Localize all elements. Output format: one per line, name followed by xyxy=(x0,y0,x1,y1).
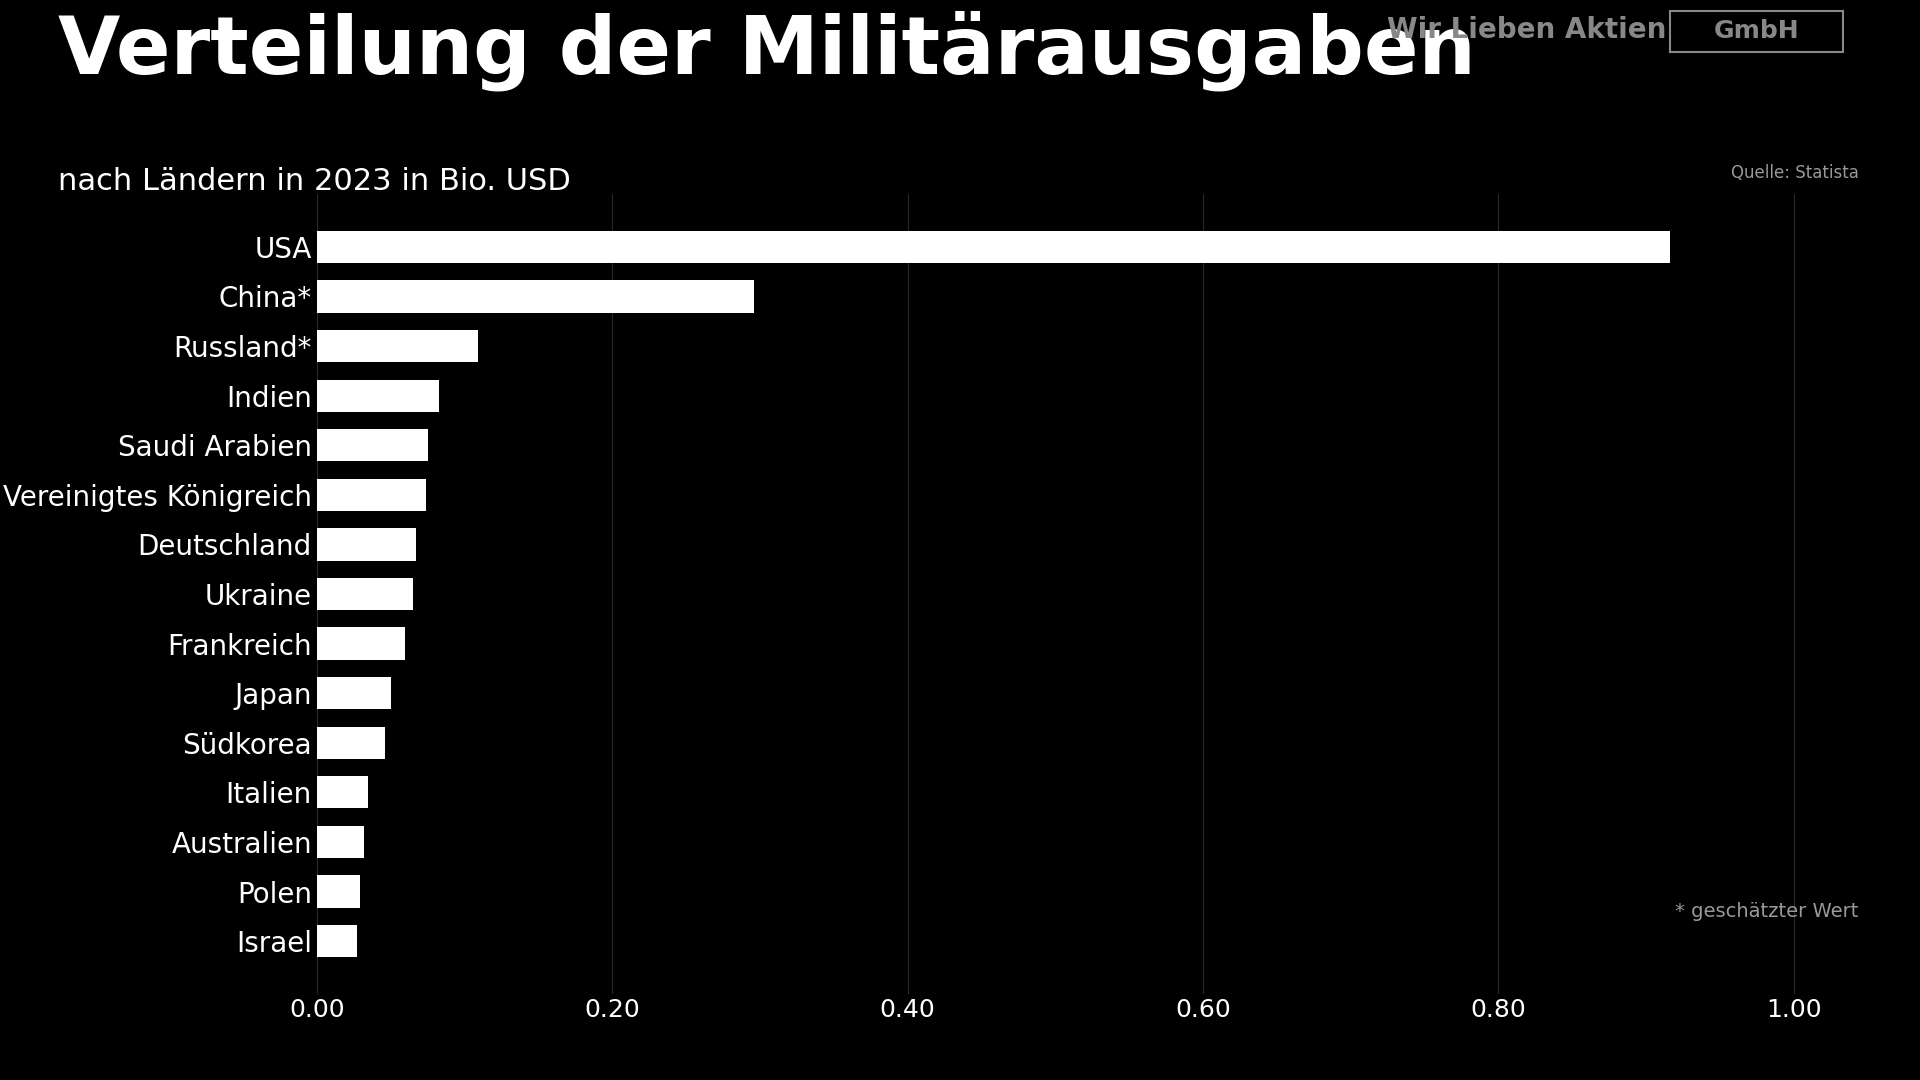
Bar xyxy=(317,677,390,710)
Bar xyxy=(317,876,359,907)
Bar xyxy=(317,329,478,362)
Bar xyxy=(317,281,755,312)
Text: Verteilung der Militärausgaben: Verteilung der Militärausgaben xyxy=(58,11,1475,92)
Text: Wir Lieben Aktien: Wir Lieben Aktien xyxy=(1386,16,1667,44)
Text: GmbH: GmbH xyxy=(1715,19,1799,43)
Bar xyxy=(317,478,426,511)
Bar xyxy=(317,429,428,461)
Bar xyxy=(317,379,440,411)
Text: nach Ländern in 2023 in Bio. USD: nach Ländern in 2023 in Bio. USD xyxy=(58,167,570,197)
Text: * geschätzter Wert: * geschätzter Wert xyxy=(1674,902,1859,921)
Bar xyxy=(317,528,417,561)
Bar xyxy=(317,627,405,660)
Bar xyxy=(317,727,384,759)
Bar xyxy=(317,777,369,809)
Bar xyxy=(317,826,365,859)
Bar xyxy=(317,231,1670,262)
Bar xyxy=(317,578,413,610)
Bar xyxy=(317,926,357,957)
Text: Quelle: Statista: Quelle: Statista xyxy=(1730,164,1859,183)
